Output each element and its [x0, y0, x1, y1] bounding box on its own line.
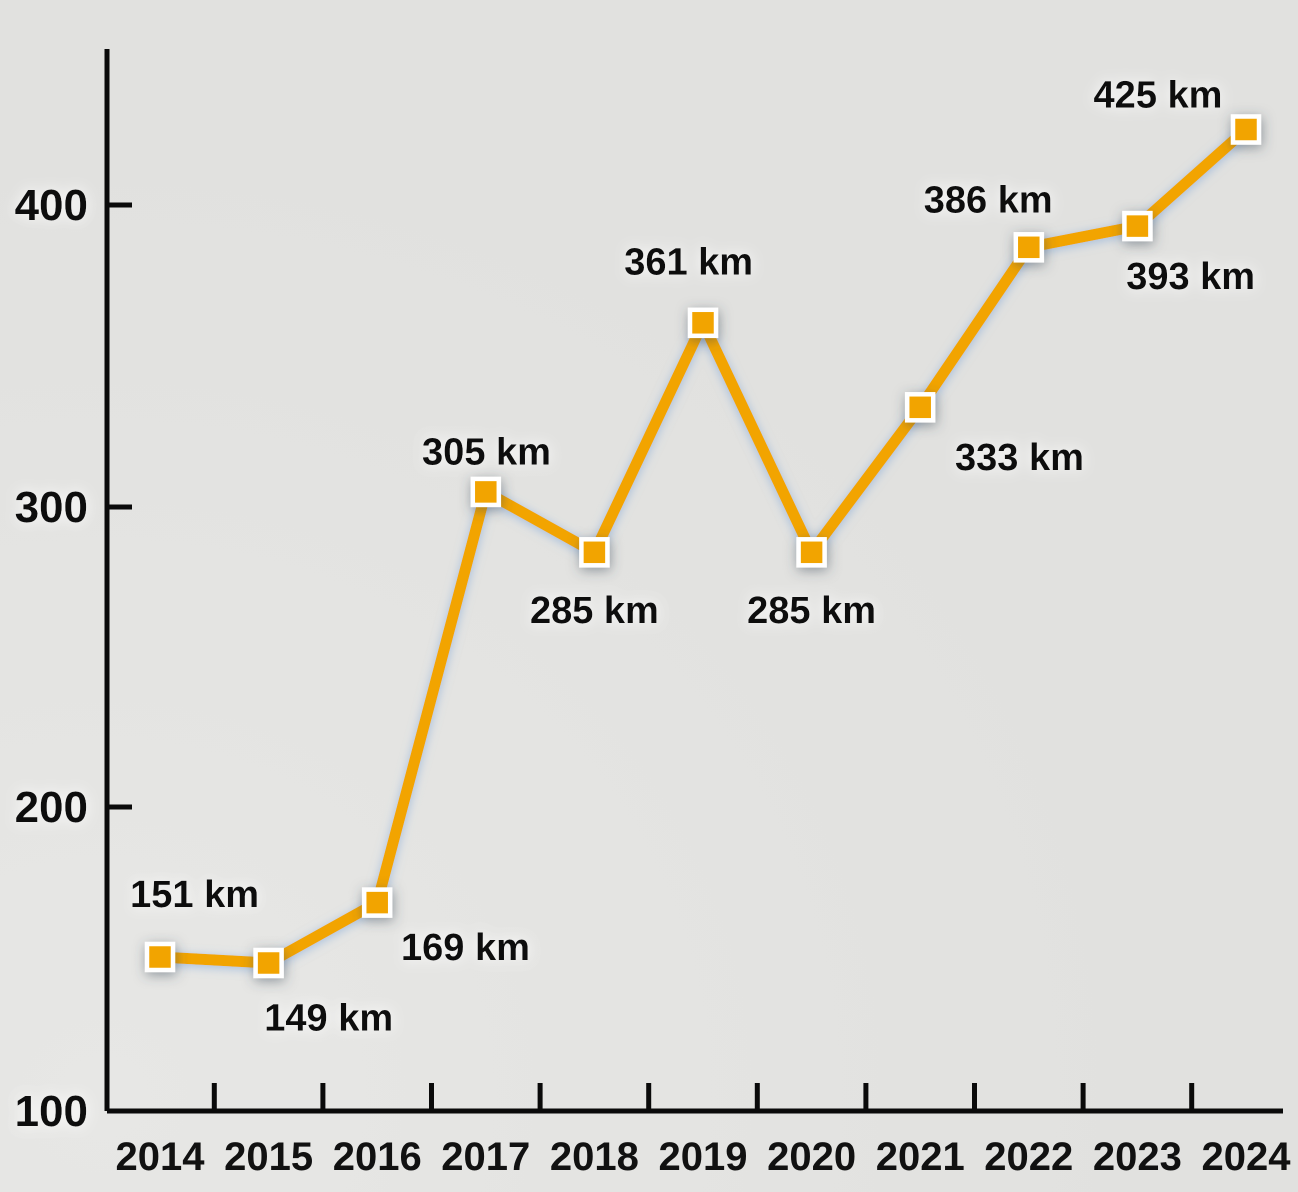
- svg-text:2023: 2023: [1093, 1135, 1182, 1179]
- svg-text:169 km: 169 km: [401, 927, 530, 969]
- svg-text:2018: 2018: [550, 1135, 639, 1179]
- svg-text:2020: 2020: [767, 1135, 856, 1179]
- svg-text:2014: 2014: [116, 1135, 206, 1179]
- svg-text:2017: 2017: [441, 1135, 530, 1179]
- svg-text:100: 100: [15, 1087, 88, 1136]
- svg-text:400: 400: [15, 181, 88, 230]
- svg-text:2024: 2024: [1202, 1135, 1292, 1179]
- svg-text:361 km: 361 km: [624, 242, 753, 284]
- svg-text:285 km: 285 km: [530, 590, 659, 632]
- svg-text:386 km: 386 km: [924, 180, 1053, 222]
- svg-text:2015: 2015: [224, 1135, 313, 1179]
- svg-text:285 km: 285 km: [747, 590, 876, 632]
- svg-text:151 km: 151 km: [130, 874, 259, 916]
- svg-text:2016: 2016: [333, 1135, 422, 1179]
- svg-text:2021: 2021: [876, 1135, 965, 1179]
- svg-text:149 km: 149 km: [264, 998, 393, 1040]
- svg-text:393 km: 393 km: [1126, 256, 1255, 298]
- svg-text:200: 200: [15, 783, 88, 832]
- svg-text:2022: 2022: [984, 1135, 1073, 1179]
- svg-text:300: 300: [15, 483, 88, 532]
- svg-text:333 km: 333 km: [955, 437, 1084, 479]
- svg-text:305 km: 305 km: [422, 432, 551, 474]
- svg-text:425 km: 425 km: [1094, 74, 1223, 116]
- svg-text:2019: 2019: [659, 1135, 748, 1179]
